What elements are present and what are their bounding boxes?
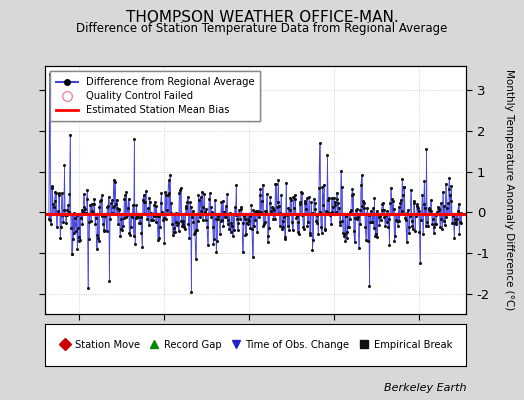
Legend: Station Move, Record Gap, Time of Obs. Change, Empirical Break: Station Move, Record Gap, Time of Obs. C…: [56, 337, 455, 353]
Text: Berkeley Earth: Berkeley Earth: [384, 383, 466, 393]
Text: Difference of Station Temperature Data from Regional Average: Difference of Station Temperature Data f…: [77, 22, 447, 35]
Text: THOMPSON WEATHER OFFICE-MAN.: THOMPSON WEATHER OFFICE-MAN.: [126, 10, 398, 25]
Y-axis label: Monthly Temperature Anomaly Difference (°C): Monthly Temperature Anomaly Difference (…: [504, 69, 514, 311]
Legend: Difference from Regional Average, Quality Control Failed, Estimated Station Mean: Difference from Regional Average, Qualit…: [50, 71, 260, 121]
